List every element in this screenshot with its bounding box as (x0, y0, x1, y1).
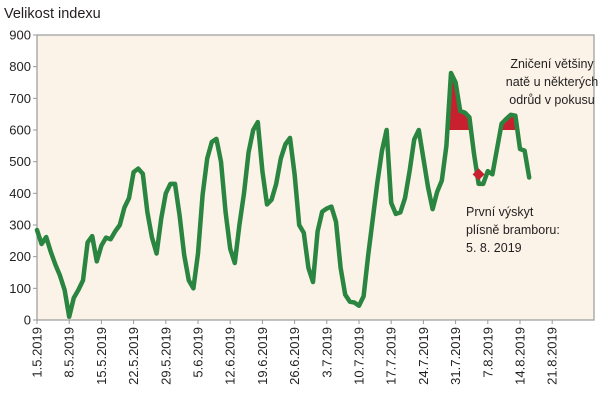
x-tick-label: 17.7.2019 (384, 327, 399, 385)
annotation-line: plísně bramboru: (466, 223, 560, 237)
annotation-line: Zničení většiny (510, 57, 594, 71)
y-tick-label: 0 (24, 313, 31, 328)
y-tick-label: 500 (9, 154, 31, 169)
x-tick-label: 15.5.2019 (94, 327, 109, 385)
y-axis-label: Velikost indexu (4, 6, 101, 22)
annotation-line: 5. 8. 2019 (466, 241, 522, 255)
y-tick-label: 700 (9, 91, 31, 106)
y-tick-label: 100 (9, 281, 31, 296)
x-tick-label: 29.5.2019 (158, 327, 173, 385)
x-tick-label: 14.8.2019 (513, 327, 528, 385)
x-tick-label: 5.6.2019 (191, 327, 206, 378)
x-tick-label: 19.6.2019 (255, 327, 270, 385)
series-line (34, 70, 532, 320)
y-tick-label: 900 (9, 28, 31, 43)
annotation-line: natě u některých (506, 75, 598, 89)
first-blight-marker (472, 168, 485, 181)
x-tick-label: 26.6.2019 (287, 327, 302, 385)
x-tick-label: 1.5.2019 (30, 327, 45, 378)
x-tick-label: 7.8.2019 (480, 327, 495, 378)
x-tick-label: 10.7.2019 (352, 327, 367, 385)
x-tick-label: 24.7.2019 (416, 327, 431, 385)
annotation-destruction: Zničení většiny natě u některých odrůd v… (506, 57, 598, 107)
y-tick-label: 800 (9, 59, 31, 74)
x-tick-label: 12.6.2019 (223, 327, 238, 385)
highlight-area (500, 114, 518, 130)
x-tick-label: 31.7.2019 (448, 327, 463, 385)
annotation-line: První výskyt (466, 205, 534, 219)
annotation-line: odrůd v pokusu (509, 93, 595, 107)
y-tick-label: 400 (9, 186, 31, 201)
y-tick-label: 200 (9, 249, 31, 264)
y-tick-label: 300 (9, 218, 31, 233)
annotation-first-blight: První výskyt plísně bramboru: 5. 8. 2019 (466, 205, 560, 255)
x-tick-label: 3.7.2019 (319, 327, 334, 378)
x-tick-label: 21.8.2019 (545, 327, 560, 385)
x-tick-label: 22.5.2019 (126, 327, 141, 385)
x-tick-label: 8.5.2019 (62, 327, 77, 378)
y-tick-label: 600 (9, 123, 31, 138)
